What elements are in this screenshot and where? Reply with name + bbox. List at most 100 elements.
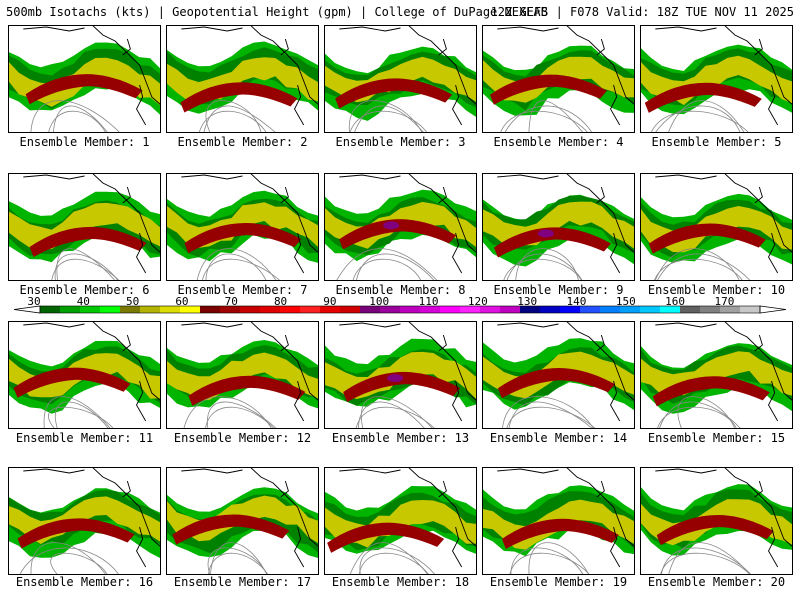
ensemble-member-label: Ensemble Member: 19 xyxy=(489,575,628,589)
jet-core-shading xyxy=(13,367,131,398)
ensemble-map xyxy=(640,25,793,133)
colorbar-tick-label: 110 xyxy=(419,296,439,308)
ensemble-map xyxy=(324,321,477,429)
height-contour xyxy=(499,110,589,133)
colorbar-swatch xyxy=(700,306,721,313)
colorbar-tick-label: 50 xyxy=(126,296,139,308)
ensemble-map-panel xyxy=(324,321,477,429)
jet-core-shading xyxy=(339,219,457,250)
height-contour xyxy=(654,105,741,133)
jet-max-shading xyxy=(387,374,404,383)
ensemble-map xyxy=(166,25,319,133)
colorbar-swatch xyxy=(240,306,261,313)
coastline xyxy=(655,25,793,126)
ensemble-member-label: Ensemble Member: 13 xyxy=(331,431,470,445)
jet-core-shading xyxy=(652,376,770,407)
height-contour xyxy=(510,547,584,575)
height-contour xyxy=(196,248,277,281)
ensemble-member-label: Ensemble Member: 7 xyxy=(177,283,308,297)
ensemble-map-panel xyxy=(8,25,161,133)
colorbar-swatch xyxy=(580,306,601,313)
ensemble-map xyxy=(324,25,477,133)
ensemble-map xyxy=(8,467,161,575)
colorbar-swatch xyxy=(740,306,761,313)
coastline xyxy=(497,321,635,422)
height-contour xyxy=(349,542,429,575)
ensemble-map-panel xyxy=(166,321,319,429)
height-contour xyxy=(359,547,436,575)
ensemble-member-label: Ensemble Member: 5 xyxy=(651,135,782,149)
ensemble-map xyxy=(640,173,793,281)
jet-core-shading xyxy=(335,78,453,109)
ensemble-member-label: Ensemble Member: 8 xyxy=(335,283,466,297)
jet-core-shading xyxy=(327,522,445,553)
ensemble-map-panel xyxy=(482,25,635,133)
header-title: 500mb Isotachs (kts) | Geopotential Heig… xyxy=(6,5,548,19)
ensemble-member-label: Ensemble Member: 4 xyxy=(493,135,624,149)
colorbar-tick-label: 100 xyxy=(369,296,389,308)
ensemble-map xyxy=(166,467,319,575)
height-contour xyxy=(355,253,435,281)
ensemble-map xyxy=(166,173,319,281)
height-contour xyxy=(654,248,741,281)
coastline xyxy=(497,173,635,274)
height-contour xyxy=(357,401,426,429)
ensemble-map xyxy=(482,321,635,429)
jet-max-shading xyxy=(383,221,400,230)
jet-core-shading xyxy=(184,223,302,254)
colorbar-swatch xyxy=(120,306,141,313)
ensemble-map xyxy=(640,321,793,429)
colorbar-right-arrow xyxy=(759,305,787,314)
ensemble-member-label: Ensemble Member: 15 xyxy=(647,431,786,445)
height-contour xyxy=(52,105,109,133)
colorbar-swatch xyxy=(280,306,301,313)
coastline xyxy=(23,25,161,126)
ensemble-map xyxy=(482,467,635,575)
height-contour xyxy=(55,401,110,429)
height-contour xyxy=(205,253,267,281)
ensemble-map xyxy=(324,467,477,575)
height-contour xyxy=(353,105,425,133)
coastline xyxy=(181,173,319,274)
colorbar-tick-label: 130 xyxy=(517,296,537,308)
height-contour xyxy=(204,406,275,429)
coastline xyxy=(339,173,477,274)
coastline xyxy=(181,321,319,422)
jet-core-shading xyxy=(648,223,766,254)
jet-core-shading xyxy=(493,227,611,258)
ensemble-member-label: Ensemble Member: 3 xyxy=(335,135,466,149)
height-contour xyxy=(48,406,114,429)
height-contour xyxy=(656,406,738,429)
ensemble-map xyxy=(166,321,319,429)
colorbar-swatch xyxy=(500,306,521,313)
ensemble-map-panel xyxy=(324,25,477,133)
jet-max-shading xyxy=(537,229,554,238)
ensemble-member-label: Ensemble Member: 18 xyxy=(331,575,470,589)
jet-core-shading xyxy=(17,518,135,549)
ensemble-map-panel xyxy=(8,173,161,281)
height-contour xyxy=(210,542,268,575)
ensemble-map-panel xyxy=(640,321,793,429)
height-contour xyxy=(361,396,434,429)
jet-core-shading xyxy=(343,371,461,403)
colorbar-swatch xyxy=(560,306,581,313)
height-contour xyxy=(51,258,121,281)
colorbar-swatch xyxy=(380,306,401,313)
height-contour xyxy=(352,258,422,281)
colorbar-tick-label: 140 xyxy=(567,296,587,308)
height-contour xyxy=(355,406,436,429)
ensemble-map-panel xyxy=(640,173,793,281)
ensemble-member-label: Ensemble Member: 1 xyxy=(19,135,150,149)
ensemble-member-label: Ensemble Member: 6 xyxy=(19,283,150,297)
jet-core-shading xyxy=(497,368,615,399)
height-contour xyxy=(208,552,269,575)
colorbar-swatch xyxy=(660,306,681,313)
height-contour xyxy=(668,542,751,575)
ensemble-map-panel xyxy=(166,25,319,133)
ensemble-member-label: Ensemble Member: 11 xyxy=(15,431,154,445)
coastline xyxy=(181,467,319,568)
coastline xyxy=(655,321,793,422)
ensemble-map xyxy=(640,467,793,575)
colorbar-swatch xyxy=(460,306,481,313)
ensemble-member-label: Ensemble Member: 20 xyxy=(647,575,786,589)
